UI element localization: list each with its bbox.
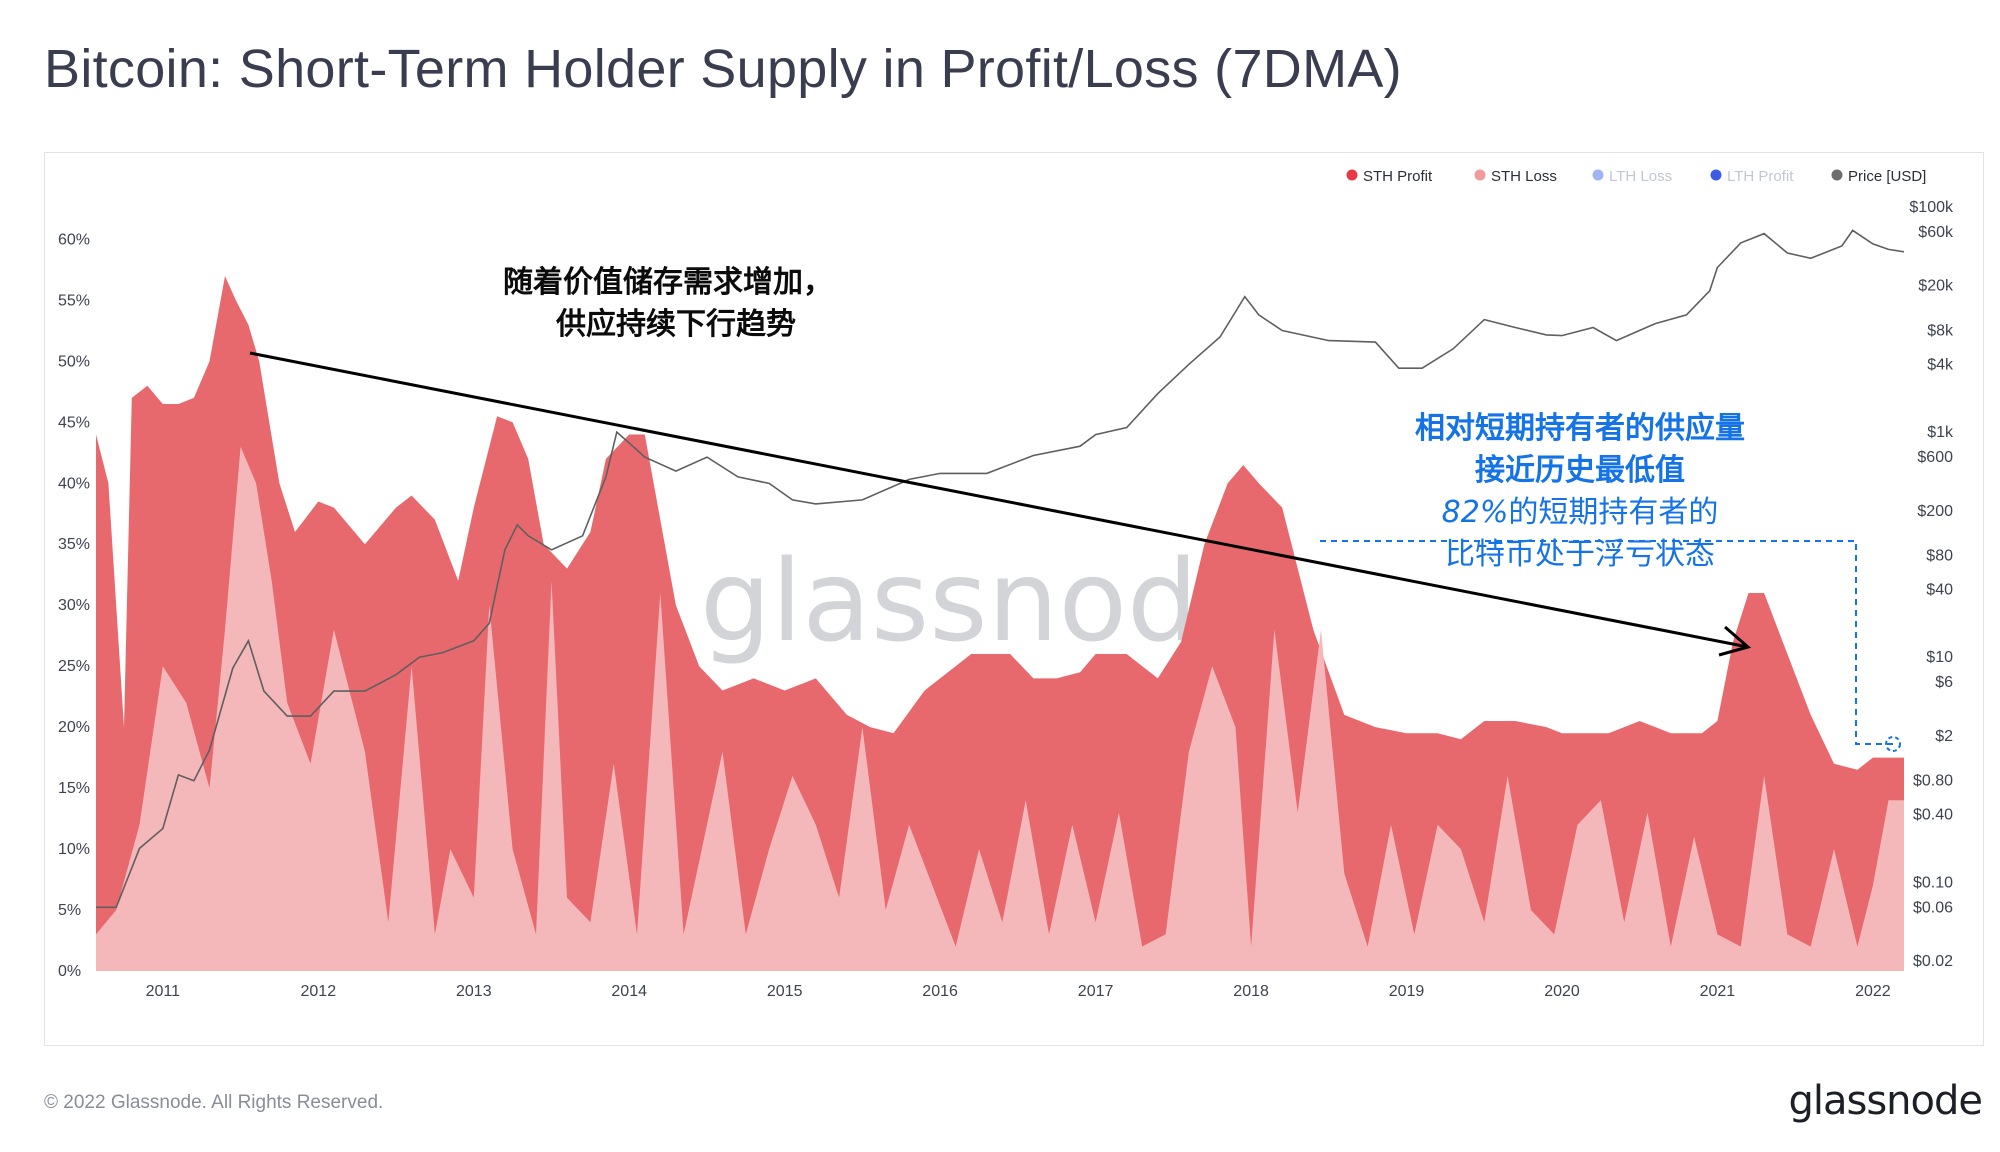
x-tick-label: 2019 bbox=[1389, 983, 1425, 1000]
y-left-tick-label: 45% bbox=[58, 414, 90, 431]
x-tick-label: 2021 bbox=[1700, 983, 1736, 1000]
y-right-tick-label: $0.02 bbox=[1913, 953, 1953, 970]
legend-item[interactable]: LTH Loss bbox=[1592, 168, 1673, 185]
note-bracket bbox=[1320, 540, 1893, 745]
current-value-marker bbox=[1885, 736, 1901, 752]
sth-loss-area bbox=[96, 446, 1904, 971]
x-tick-label: 2015 bbox=[767, 983, 803, 1000]
legend-item[interactable]: LTH Profit bbox=[1710, 168, 1795, 185]
x-tick-label: 2016 bbox=[922, 983, 958, 1000]
trend-arrow bbox=[249, 351, 1749, 649]
price-line bbox=[96, 229, 1904, 909]
y-right-tick-label: $0.06 bbox=[1913, 899, 1953, 916]
y-right-tick-label: $20k bbox=[1918, 278, 1954, 295]
y-left-tick-label: 10% bbox=[58, 841, 90, 858]
x-tick-label: 2014 bbox=[611, 983, 647, 1000]
trend-arrow-head bbox=[1718, 625, 1752, 657]
page-title: Bitcoin: Short-Term Holder Supply in Pro… bbox=[44, 39, 1402, 99]
legend-swatch bbox=[1831, 169, 1843, 181]
x-tick-label: 2018 bbox=[1233, 983, 1269, 1000]
copyright: © 2022 Glassnode. All Rights Reserved. bbox=[44, 1092, 384, 1113]
legend-item[interactable]: STH Loss bbox=[1474, 168, 1557, 185]
legend-swatch bbox=[1346, 169, 1358, 181]
trend-annotation-line2: 供应持续下行趋势 bbox=[555, 307, 796, 342]
y-left-tick-label: 50% bbox=[58, 353, 90, 370]
y-right-tick-label: $600 bbox=[1917, 449, 1953, 466]
x-tick-label: 2011 bbox=[146, 983, 181, 1000]
y-right-tick-label: $200 bbox=[1917, 503, 1953, 520]
y-left-tick-label: 5% bbox=[58, 902, 81, 919]
note-line3-rest: 的短期持有者的 bbox=[1508, 495, 1718, 530]
legend-swatch bbox=[1474, 169, 1486, 181]
y-right-tick-label: $1k bbox=[1927, 424, 1954, 441]
x-tick-label: 2020 bbox=[1544, 983, 1580, 1000]
y-right-tick-label: $6 bbox=[1935, 674, 1953, 691]
x-tick-label: 2013 bbox=[456, 983, 492, 1000]
y-left-tick-label: 55% bbox=[58, 292, 90, 309]
y-right-tick-label: $0.40 bbox=[1913, 807, 1953, 824]
y-left-tick-label: 20% bbox=[58, 719, 90, 736]
legend-label: STH Profit bbox=[1363, 168, 1433, 185]
note-percentage: 82% bbox=[1442, 495, 1509, 530]
legend-label: LTH Loss bbox=[1609, 168, 1672, 185]
legend-label: STH Loss bbox=[1491, 168, 1557, 185]
y-right-tick-label: $100k bbox=[1909, 199, 1954, 216]
legend-swatch bbox=[1592, 169, 1604, 181]
y-right-tick-label: $8k bbox=[1927, 323, 1954, 340]
y-right-tick-label: $2 bbox=[1935, 728, 1953, 745]
watermark: glassnode bbox=[700, 537, 1267, 667]
note-line2: 接近历史最低值 bbox=[1475, 453, 1685, 488]
brand-logo: glassnode bbox=[1788, 1078, 1983, 1124]
note-line4: 比特币处于浮亏状态 bbox=[1445, 537, 1715, 572]
y-right-tick-label: $60k bbox=[1918, 224, 1954, 241]
note-line3: 82%的短期持有者的 bbox=[1442, 495, 1719, 530]
y-right-tick-label: $80 bbox=[1926, 548, 1953, 565]
y-right-tick-label: $40 bbox=[1926, 582, 1953, 599]
note-line1: 相对短期持有者的供应量 bbox=[1415, 411, 1745, 446]
trend-annotation-line1: 随着价值储存需求增加， bbox=[503, 265, 833, 300]
x-tick-label: 2017 bbox=[1078, 983, 1114, 1000]
y-left-tick-label: 25% bbox=[58, 658, 90, 675]
legend-label: LTH Profit bbox=[1727, 168, 1794, 185]
y-right-tick-label: $4k bbox=[1927, 356, 1954, 373]
y-left-tick-label: 0% bbox=[58, 963, 81, 980]
legend-swatch bbox=[1710, 169, 1722, 181]
y-left-tick-label: 30% bbox=[58, 597, 90, 614]
y-left-tick-label: 35% bbox=[58, 536, 90, 553]
x-tick-label: 2022 bbox=[1855, 983, 1891, 1000]
legend-item[interactable]: STH Profit bbox=[1346, 168, 1434, 185]
y-right-tick-label: $0.10 bbox=[1913, 874, 1953, 891]
legend-item[interactable]: Price [USD] bbox=[1831, 168, 1927, 185]
legend-label: Price [USD] bbox=[1848, 168, 1926, 185]
x-tick-label: 2012 bbox=[301, 983, 337, 1000]
y-right-tick-label: $10 bbox=[1926, 649, 1953, 666]
y-left-tick-label: 60% bbox=[58, 231, 90, 248]
y-left-tick-label: 40% bbox=[58, 475, 90, 492]
y-left-tick-label: 15% bbox=[58, 780, 90, 797]
y-right-tick-label: $0.80 bbox=[1913, 773, 1953, 790]
